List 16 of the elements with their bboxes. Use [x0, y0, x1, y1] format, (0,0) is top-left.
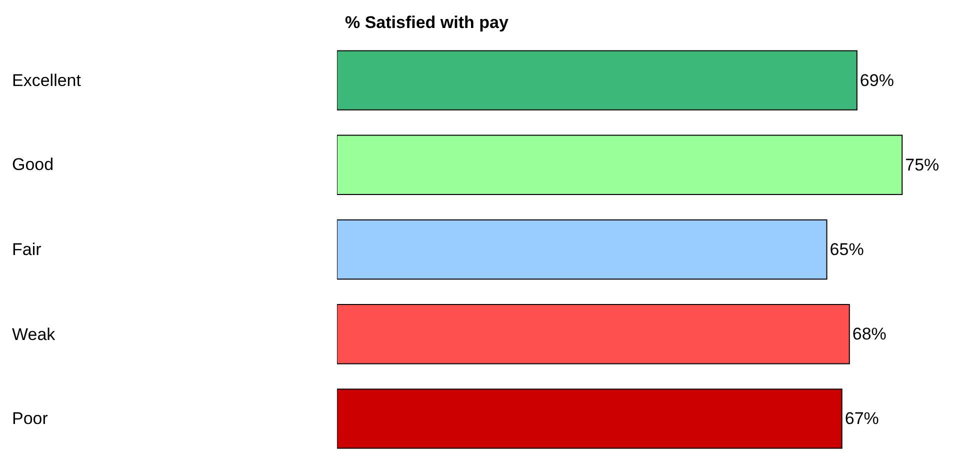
data-label: 67%: [844, 409, 879, 428]
y-tick-label: Poor: [12, 409, 48, 428]
data-label: 69%: [860, 70, 894, 90]
bar: [337, 50, 858, 110]
chart-title: % Satisfied with pay: [345, 13, 509, 32]
data-label: 75%: [905, 155, 940, 174]
bar: [337, 304, 850, 364]
data-label: 65%: [830, 240, 864, 259]
y-tick-label: Good: [12, 155, 54, 174]
y-tick-label: Excellent: [12, 71, 82, 90]
data-label: 68%: [852, 324, 886, 344]
bar: [337, 388, 842, 449]
y-tick-label: Weak: [12, 325, 56, 344]
bar: [337, 134, 903, 196]
bar: [337, 219, 828, 280]
y-tick-label: Fair: [12, 240, 42, 259]
